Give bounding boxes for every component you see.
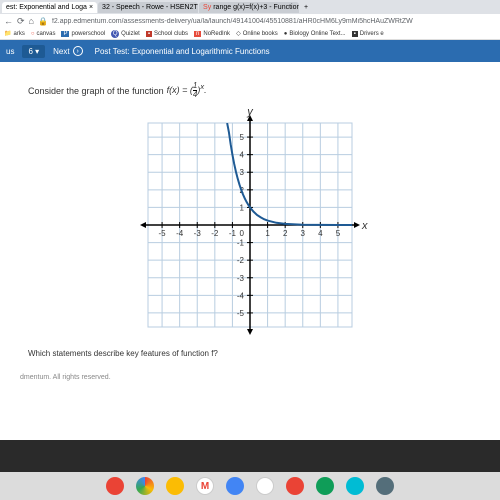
close-icon[interactable]: ×	[89, 4, 93, 11]
home-icon[interactable]: ⌂	[29, 16, 34, 26]
browser-tab-strip: est: Exponential and Loga× 32 - Speech -…	[0, 0, 500, 14]
svg-text:-4: -4	[237, 291, 245, 300]
function-expression: f(x) = (14)x.	[167, 82, 207, 99]
bookmark-item[interactable]: ◇Online books	[236, 30, 278, 37]
svg-text:0: 0	[240, 229, 245, 238]
function-graph: -5-4-3-2-112345-5-4-3-2-1123450xy	[130, 105, 370, 345]
bookmark-icon: P	[61, 31, 69, 37]
followup-question: Which statements describe key features o…	[28, 349, 472, 358]
dock-icon[interactable]: M	[196, 477, 214, 495]
svg-text:2: 2	[283, 229, 288, 238]
tab-label: range g(x)=f(x)+3 - Functions Re	[213, 4, 299, 11]
copyright-text: dmentum. All rights reserved.	[20, 374, 480, 381]
graph-container: -5-4-3-2-112345-5-4-3-2-1123450xy	[28, 105, 472, 345]
bookmark-item[interactable]: nNoRedInk	[194, 31, 230, 37]
svg-text:-5: -5	[237, 309, 245, 318]
svg-text:-5: -5	[159, 229, 167, 238]
svg-text:4: 4	[240, 151, 245, 160]
question-number-badge[interactable]: 6 ▾	[22, 45, 45, 58]
bookmark-icon: ◇	[236, 30, 241, 37]
svg-text:x: x	[361, 220, 368, 232]
svg-text:-2: -2	[211, 229, 219, 238]
bookmark-item[interactable]: Ppowerschool	[61, 31, 105, 37]
dock-icon[interactable]	[286, 477, 304, 495]
lock-icon: 🔒	[38, 17, 48, 26]
tab-label: 32 - Speech - Rowe - HSEN2T	[102, 4, 198, 11]
chevron-down-icon: ▾	[35, 47, 39, 56]
bookmark-item[interactable]: ▪Drivers e	[352, 31, 384, 37]
bookmark-icon: Q	[111, 30, 119, 38]
svg-text:-2: -2	[237, 256, 245, 265]
svg-text:y: y	[246, 106, 254, 118]
svg-text:3: 3	[240, 168, 245, 177]
url-input[interactable]: f2.app.edmentum.com/assessments-delivery…	[52, 18, 496, 25]
next-arrow-icon: ›	[73, 46, 83, 56]
bookmark-icon: ●	[284, 31, 288, 37]
svg-text:1: 1	[265, 229, 270, 238]
svg-text:3: 3	[301, 229, 306, 238]
bookmark-icon: ▪	[146, 31, 152, 37]
svg-text:-1: -1	[237, 239, 245, 248]
svg-text:-4: -4	[176, 229, 184, 238]
bookmark-item[interactable]: ▪School clubs	[146, 31, 188, 37]
svg-text:1: 1	[240, 204, 245, 213]
dock-icon[interactable]	[106, 477, 124, 495]
bookmark-icon: ▪	[352, 31, 358, 37]
svg-text:4: 4	[318, 229, 323, 238]
bookmark-icon: ○	[31, 31, 35, 37]
dock-icon[interactable]	[256, 477, 274, 495]
tab-favicon: Sy	[203, 4, 211, 11]
question-indicator: us	[6, 47, 14, 56]
dock-icon[interactable]	[346, 477, 364, 495]
browser-tab-active[interactable]: est: Exponential and Loga×	[2, 2, 97, 13]
dock-icon[interactable]	[136, 477, 154, 495]
folder-icon: 📁	[4, 30, 11, 37]
dock-icon[interactable]	[226, 477, 244, 495]
bookmark-item[interactable]: ○canvas	[31, 31, 56, 37]
bookmark-item[interactable]: ●Biology Online Text...	[284, 31, 346, 37]
url-bar: ← ⟳ ⌂ 🔒 f2.app.edmentum.com/assessments-…	[0, 14, 500, 28]
svg-text:5: 5	[240, 133, 245, 142]
svg-text:-1: -1	[229, 229, 237, 238]
next-button[interactable]: Next›	[53, 46, 82, 56]
dock-icon[interactable]	[166, 477, 184, 495]
browser-tab[interactable]: 32 - Speech - Rowe - HSEN2T×	[98, 2, 198, 13]
svg-text:5: 5	[336, 229, 341, 238]
bookmark-icon: n	[194, 31, 201, 37]
bookmark-item[interactable]: QQuizlet	[111, 30, 140, 38]
bookmarks-bar: 📁arks ○canvas Ppowerschool QQuizlet ▪Sch…	[0, 28, 500, 40]
back-icon[interactable]: ←	[4, 16, 13, 26]
dock-icon[interactable]	[316, 477, 334, 495]
svg-text:-3: -3	[194, 229, 202, 238]
tab-label: est: Exponential and Loga	[6, 4, 87, 11]
dock-icon[interactable]	[376, 477, 394, 495]
bookmark-item[interactable]: 📁arks	[4, 30, 25, 37]
new-tab-button[interactable]: +	[300, 4, 312, 11]
question-prompt: Consider the graph of the function f(x) …	[28, 82, 472, 99]
browser-tab[interactable]: Syrange g(x)=f(x)+3 - Functions Re×	[199, 2, 299, 13]
question-card: Consider the graph of the function f(x) …	[20, 74, 480, 366]
page-title: Post Test: Exponential and Logarithmic F…	[95, 47, 270, 56]
svg-text:-3: -3	[237, 274, 245, 283]
content-area: Consider the graph of the function f(x) …	[0, 62, 500, 440]
os-taskbar: M	[0, 472, 500, 500]
app-header: us 6 ▾ Next› Post Test: Exponential and …	[0, 40, 500, 62]
reload-icon[interactable]: ⟳	[17, 16, 25, 27]
